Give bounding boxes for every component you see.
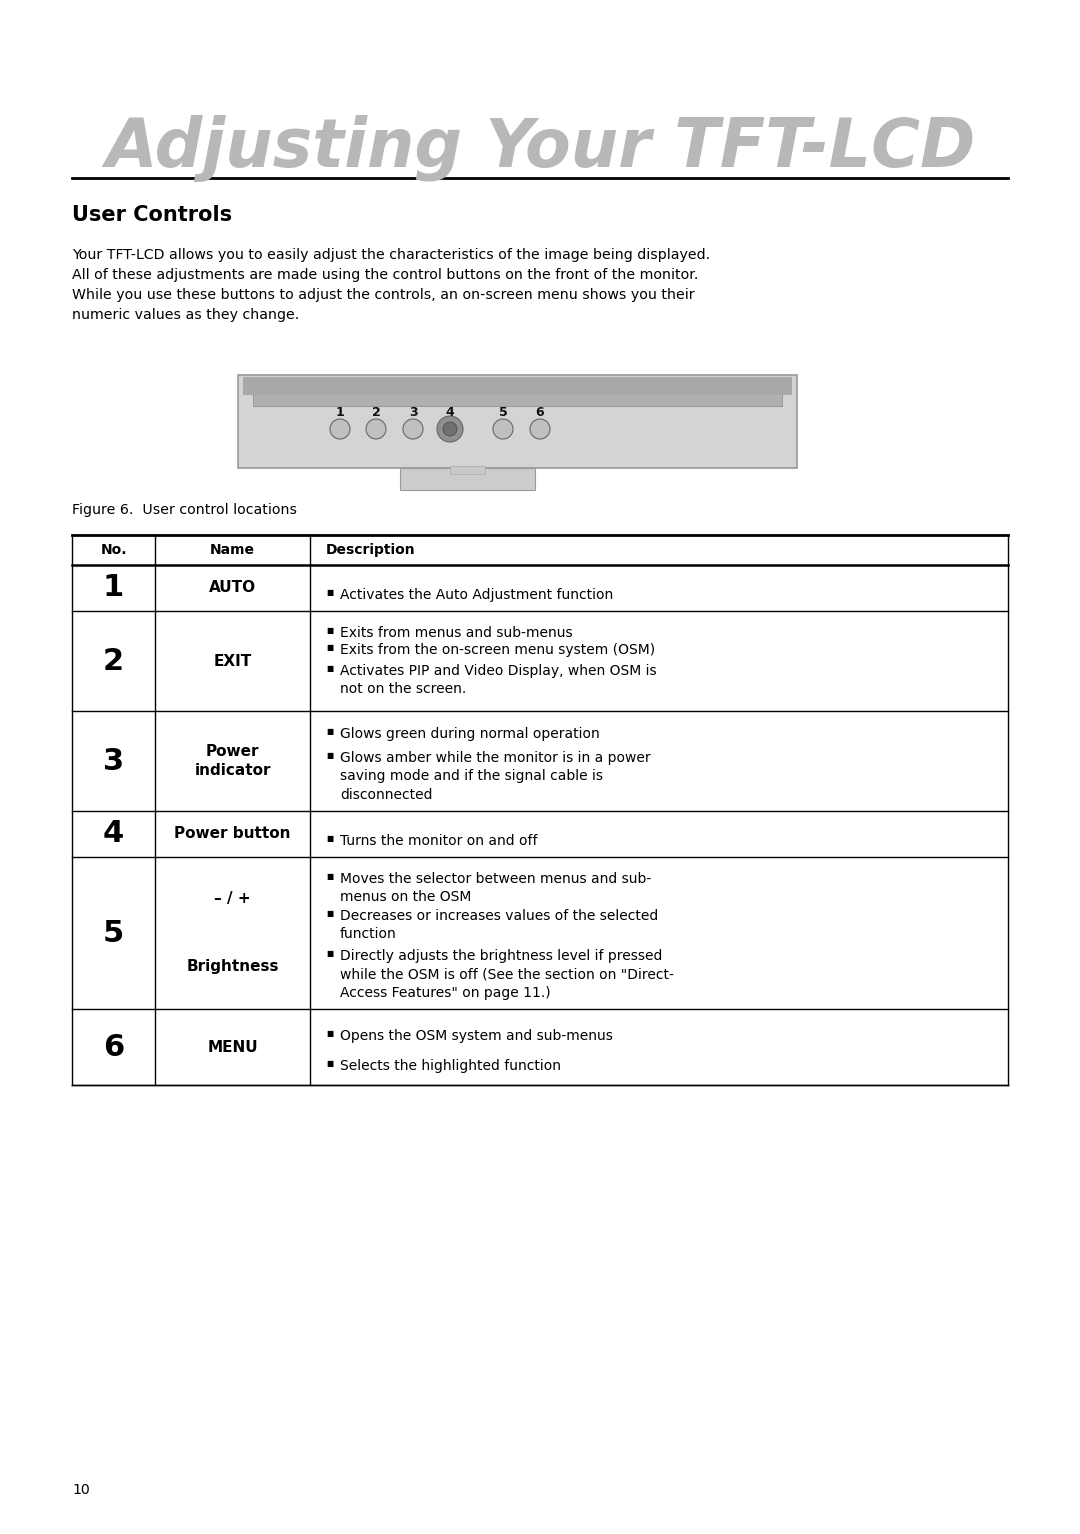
Text: Power button: Power button bbox=[174, 827, 291, 842]
Text: 3: 3 bbox=[103, 747, 124, 776]
Text: Directly adjusts the brightness level if pressed
while the OSM is off (See the s: Directly adjusts the brightness level if… bbox=[340, 950, 674, 1000]
Text: ■: ■ bbox=[326, 910, 334, 917]
Text: Exits from menus and sub-menus: Exits from menus and sub-menus bbox=[340, 626, 572, 640]
Text: Power
indicator: Power indicator bbox=[194, 744, 271, 778]
Text: ■: ■ bbox=[326, 643, 334, 652]
Text: Your TFT-LCD allows you to easily adjust the characteristics of the image being : Your TFT-LCD allows you to easily adjust… bbox=[72, 249, 711, 322]
Circle shape bbox=[403, 419, 423, 439]
Text: 1: 1 bbox=[336, 405, 345, 419]
Text: 2: 2 bbox=[372, 405, 380, 419]
Text: EXIT: EXIT bbox=[214, 653, 252, 669]
Text: ■: ■ bbox=[326, 1058, 334, 1068]
Circle shape bbox=[443, 422, 457, 436]
Text: Opens the OSM system and sub-menus: Opens the OSM system and sub-menus bbox=[340, 1029, 612, 1043]
Bar bbox=[243, 377, 792, 394]
Text: Decreases or increases values of the selected
function: Decreases or increases values of the sel… bbox=[340, 910, 658, 942]
Text: Description: Description bbox=[326, 543, 416, 557]
Text: Activates the Auto Adjustment function: Activates the Auto Adjustment function bbox=[340, 588, 613, 601]
Text: 4: 4 bbox=[103, 819, 124, 848]
Text: ■: ■ bbox=[326, 588, 334, 597]
Circle shape bbox=[492, 419, 513, 439]
Text: ■: ■ bbox=[326, 1029, 334, 1039]
Text: ■: ■ bbox=[326, 871, 334, 881]
Text: No.: No. bbox=[100, 543, 126, 557]
Text: ■: ■ bbox=[326, 752, 334, 759]
Bar bbox=[253, 377, 782, 407]
Text: Turns the monitor on and off: Turns the monitor on and off bbox=[340, 834, 538, 848]
Text: – / +: – / + bbox=[214, 891, 251, 905]
Text: Figure 6.  User control locations: Figure 6. User control locations bbox=[72, 503, 297, 517]
Text: Glows green during normal operation: Glows green during normal operation bbox=[340, 727, 599, 741]
Text: 6: 6 bbox=[103, 1032, 124, 1062]
Circle shape bbox=[437, 416, 463, 442]
Text: Glows amber while the monitor is in a power
saving mode and if the signal cable : Glows amber while the monitor is in a po… bbox=[340, 752, 650, 802]
Text: Activates PIP and Video Display, when OSM is
not on the screen.: Activates PIP and Video Display, when OS… bbox=[340, 664, 657, 696]
Text: 6: 6 bbox=[536, 405, 544, 419]
Bar bbox=[400, 468, 535, 489]
Bar bbox=[450, 466, 485, 474]
Text: 5: 5 bbox=[103, 919, 124, 948]
Circle shape bbox=[330, 419, 350, 439]
Text: Moves the selector between menus and sub-
menus on the OSM: Moves the selector between menus and sub… bbox=[340, 871, 651, 905]
Text: 5: 5 bbox=[499, 405, 508, 419]
Text: 1: 1 bbox=[103, 574, 124, 603]
Text: ■: ■ bbox=[326, 664, 334, 673]
Text: User Controls: User Controls bbox=[72, 206, 232, 225]
Text: Exits from the on-screen menu system (OSM): Exits from the on-screen menu system (OS… bbox=[340, 643, 656, 657]
Bar bbox=[238, 374, 797, 468]
Text: Name: Name bbox=[210, 543, 255, 557]
Text: 4: 4 bbox=[446, 405, 455, 419]
Text: 3: 3 bbox=[408, 405, 417, 419]
Text: MENU: MENU bbox=[207, 1040, 258, 1054]
Circle shape bbox=[530, 419, 550, 439]
Text: ■: ■ bbox=[326, 727, 334, 736]
Text: 2: 2 bbox=[103, 646, 124, 675]
Text: ■: ■ bbox=[326, 626, 334, 635]
Text: AUTO: AUTO bbox=[208, 580, 256, 595]
Text: ■: ■ bbox=[326, 950, 334, 959]
Text: ■: ■ bbox=[326, 834, 334, 844]
Text: 10: 10 bbox=[72, 1483, 90, 1497]
Text: Brightness: Brightness bbox=[186, 959, 279, 974]
Text: Adjusting Your TFT-LCD: Adjusting Your TFT-LCD bbox=[105, 115, 975, 181]
Circle shape bbox=[366, 419, 386, 439]
Text: Selects the highlighted function: Selects the highlighted function bbox=[340, 1058, 561, 1072]
